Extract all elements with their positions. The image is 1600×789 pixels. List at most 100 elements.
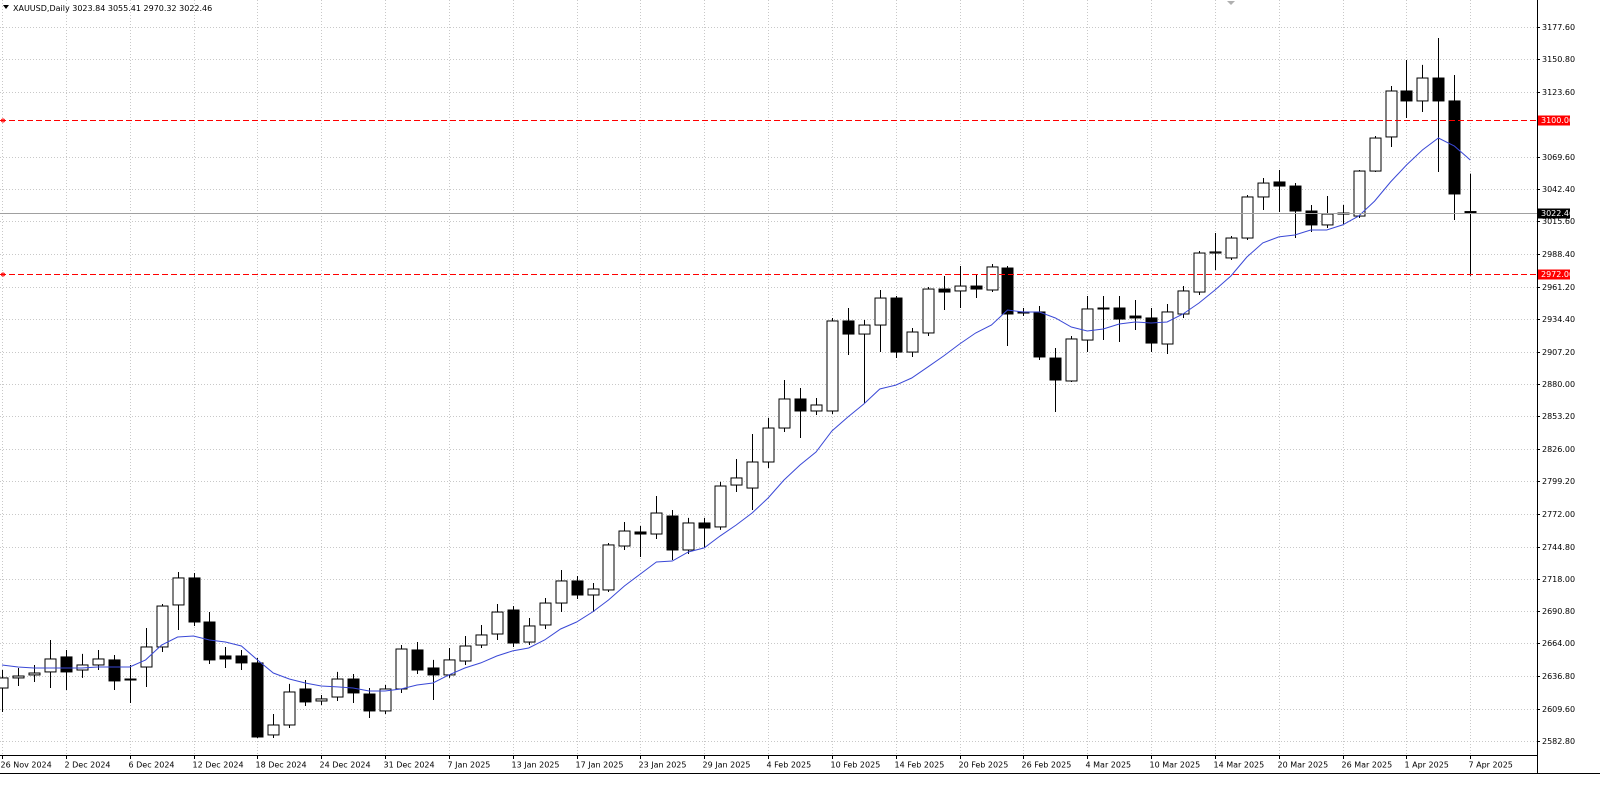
x-tick-label: 1 Apr 2025 bbox=[1405, 761, 1449, 770]
candle-body bbox=[618, 530, 631, 547]
candle-body bbox=[571, 580, 584, 596]
candle-body bbox=[44, 658, 57, 673]
x-tick-label: 13 Jan 2025 bbox=[512, 761, 560, 770]
candle-body bbox=[602, 544, 615, 591]
level-label: 3100.00 bbox=[1541, 116, 1574, 125]
candle-body bbox=[587, 588, 600, 596]
y-tick-label: 2988.40 bbox=[1542, 250, 1575, 259]
candle-body bbox=[1145, 317, 1158, 344]
x-tick-label: 24 Dec 2024 bbox=[320, 761, 371, 770]
x-tick-label: 14 Feb 2025 bbox=[895, 761, 945, 770]
candle-body bbox=[634, 531, 647, 535]
x-tick-label: 26 Feb 2025 bbox=[1022, 761, 1072, 770]
marks bbox=[0, 38, 1477, 738]
candle-body bbox=[188, 577, 201, 623]
level-label-box bbox=[1538, 115, 1570, 126]
chart-header: XAUUSD,Daily 3023.84 3055.41 2970.32 302… bbox=[13, 4, 212, 13]
shift-marker bbox=[1227, 1, 1235, 5]
y-tick-label: 2609.60 bbox=[1542, 705, 1575, 714]
candle-body bbox=[1193, 252, 1206, 293]
candle-body bbox=[778, 398, 791, 429]
candle-body bbox=[1241, 196, 1254, 239]
candle-body bbox=[108, 659, 121, 682]
y-tick-label: 2690.80 bbox=[1542, 607, 1575, 616]
candle-body bbox=[523, 625, 536, 643]
candle-body bbox=[1353, 170, 1366, 217]
candle-body bbox=[28, 672, 41, 676]
candle-body bbox=[1273, 181, 1286, 187]
candle-body bbox=[698, 522, 711, 529]
candle-body bbox=[842, 320, 855, 335]
price-label: 3022.46 bbox=[1541, 209, 1574, 218]
candle-body bbox=[986, 266, 999, 291]
candle-body bbox=[1289, 185, 1302, 212]
candle-body bbox=[1321, 213, 1334, 226]
candle-body bbox=[970, 285, 983, 290]
menu-arrow[interactable] bbox=[3, 5, 9, 9]
open-value: 3023.84 bbox=[72, 4, 105, 13]
candle-body bbox=[1161, 311, 1174, 345]
x-tick-label: 23 Jan 2025 bbox=[639, 761, 687, 770]
y-tick-label: 2880.00 bbox=[1542, 380, 1575, 389]
candle-body bbox=[1049, 357, 1062, 381]
candle-body bbox=[666, 515, 679, 551]
candle-body bbox=[1464, 211, 1477, 214]
candle-body bbox=[235, 655, 248, 664]
candle-body bbox=[1113, 307, 1126, 320]
candle-body bbox=[363, 693, 376, 712]
candle-body bbox=[92, 658, 105, 666]
grid bbox=[0, 0, 1537, 755]
candle-body bbox=[730, 477, 743, 486]
y-tick-label: 2826.00 bbox=[1542, 445, 1575, 454]
symbol: XAUUSD,Daily bbox=[13, 4, 70, 13]
x-tick-label: 2 Dec 2024 bbox=[65, 761, 111, 770]
candle-body bbox=[762, 427, 775, 463]
candle-body bbox=[331, 678, 344, 698]
y-tick-label: 2718.00 bbox=[1542, 575, 1575, 584]
candle-body bbox=[922, 288, 935, 334]
candle-body bbox=[1001, 267, 1014, 315]
y-tick-label: 3123.60 bbox=[1542, 88, 1575, 97]
candle-body bbox=[954, 285, 967, 292]
candle-body bbox=[1369, 137, 1382, 172]
close-value: 3022.46 bbox=[179, 4, 212, 13]
y-tick-label: 2853.20 bbox=[1542, 412, 1575, 421]
candle-body bbox=[1257, 182, 1270, 198]
x-tick-label: 6 Dec 2024 bbox=[129, 761, 175, 770]
y-tick-label: 2744.80 bbox=[1542, 543, 1575, 552]
candle-body bbox=[1209, 251, 1222, 254]
candle-body bbox=[1432, 77, 1445, 102]
x-tick-label: 7 Jan 2025 bbox=[448, 761, 491, 770]
candle-body bbox=[0, 677, 9, 689]
candle-body bbox=[890, 297, 903, 353]
candle-body bbox=[794, 398, 807, 412]
candle-body bbox=[906, 331, 919, 353]
candle-body bbox=[172, 577, 185, 606]
y-tick-label: 3042.40 bbox=[1542, 185, 1575, 194]
candle-body bbox=[1416, 77, 1429, 102]
candle-body bbox=[267, 724, 280, 736]
candle-body bbox=[124, 678, 137, 681]
candle-body bbox=[1033, 311, 1046, 358]
y-tick-label: 3150.80 bbox=[1542, 55, 1575, 64]
candle-body bbox=[1305, 210, 1318, 226]
candle-body bbox=[1400, 90, 1413, 102]
candle-body bbox=[682, 522, 695, 551]
candle-body bbox=[427, 667, 440, 676]
candle-body bbox=[156, 605, 169, 648]
candle-body bbox=[746, 461, 759, 489]
y-tick-label: 3015.60 bbox=[1542, 217, 1575, 226]
moving-average bbox=[1, 137, 1471, 692]
candle-body bbox=[140, 646, 153, 668]
y-tick-label: 3177.60 bbox=[1542, 23, 1575, 32]
high-value: 3055.41 bbox=[108, 4, 141, 13]
y-tick-label: 2799.20 bbox=[1542, 477, 1575, 486]
candle-body bbox=[1065, 338, 1078, 382]
x-tick-label: 4 Feb 2025 bbox=[767, 761, 812, 770]
y-tick-label: 2582.80 bbox=[1542, 737, 1575, 746]
candle-body bbox=[1448, 100, 1461, 195]
level-anchor bbox=[1, 118, 5, 123]
candle-body bbox=[714, 485, 727, 528]
candle-body bbox=[251, 662, 264, 738]
